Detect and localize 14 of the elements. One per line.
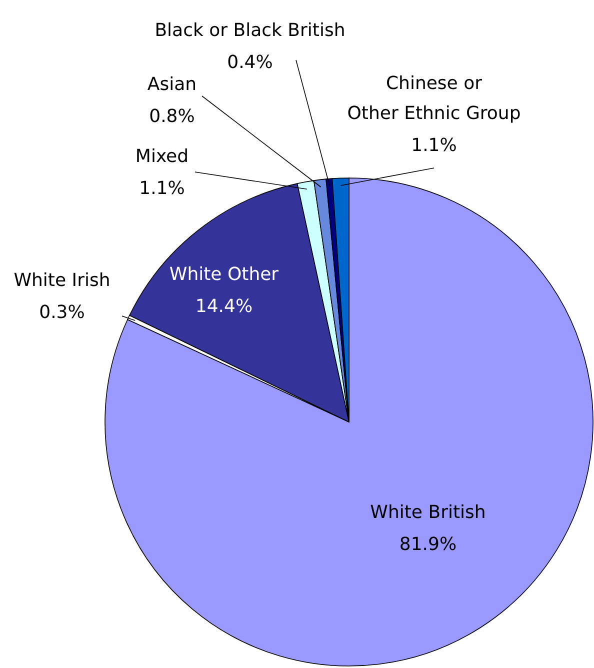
slice-label: White Irish <box>14 270 110 291</box>
data-label: 0.8% <box>149 106 195 127</box>
data-label: 81.9% <box>399 534 457 555</box>
data-label: 0.3% <box>39 302 85 323</box>
slice-label: Asian <box>147 74 197 95</box>
slice-label: Chinese or Other Ethnic Group <box>347 73 521 124</box>
data-label: 14.4% <box>195 296 253 317</box>
slice-label: White British <box>370 502 486 523</box>
slice-label: Black or Black British <box>154 20 346 41</box>
slice-label: White Other <box>169 264 280 285</box>
data-label: 1.1% <box>411 135 457 156</box>
data-label: 0.4% <box>227 52 273 73</box>
data-label: 1.1% <box>139 178 185 199</box>
slice-label: Mixed <box>135 146 189 167</box>
